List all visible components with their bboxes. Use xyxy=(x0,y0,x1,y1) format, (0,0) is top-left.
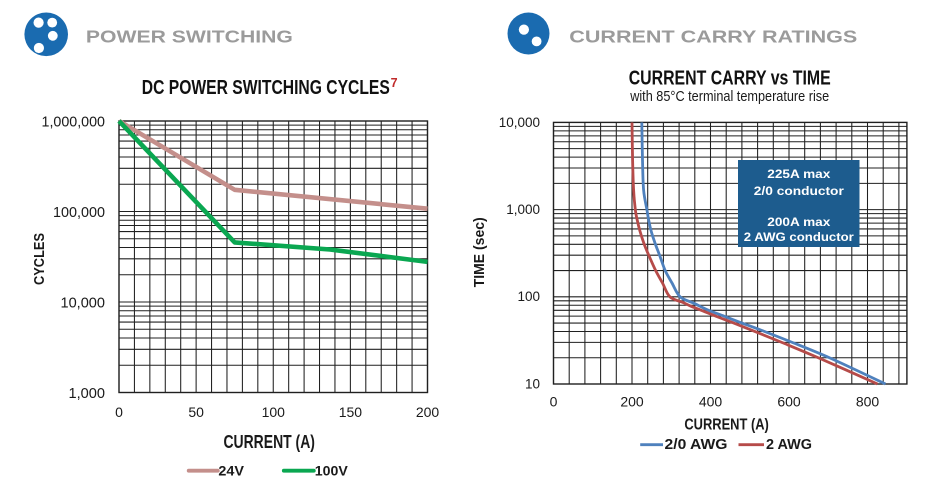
svg-text:0: 0 xyxy=(550,393,558,409)
svg-text:10: 10 xyxy=(525,376,540,391)
svg-text:800: 800 xyxy=(856,393,880,409)
svg-text:2 AWG: 2 AWG xyxy=(766,437,812,453)
svg-text:2/0 AWG: 2/0 AWG xyxy=(665,437,728,453)
svg-text:0: 0 xyxy=(115,404,123,420)
svg-text:2 AWG conductor: 2 AWG conductor xyxy=(744,230,854,244)
svg-text:100: 100 xyxy=(517,289,540,304)
svg-text:CYCLES: CYCLES xyxy=(31,233,48,285)
svg-text:with 85°C terminal temperature: with 85°C terminal temperature rise xyxy=(629,88,829,105)
svg-text:225A max: 225A max xyxy=(767,167,831,181)
svg-text:2/0 conductor: 2/0 conductor xyxy=(754,184,844,198)
svg-text:100: 100 xyxy=(262,404,286,420)
svg-text:1,000: 1,000 xyxy=(506,202,540,217)
svg-text:CURRENT (A): CURRENT (A) xyxy=(684,417,769,434)
svg-text:TIME (sec): TIME (sec) xyxy=(472,217,488,287)
svg-text:50: 50 xyxy=(188,404,204,420)
svg-text:600: 600 xyxy=(777,393,801,409)
svg-text:100V: 100V xyxy=(315,463,349,479)
svg-text:CURRENT CARRY vs TIME: CURRENT CARRY vs TIME xyxy=(629,68,831,90)
svg-text:1,000: 1,000 xyxy=(69,385,106,402)
svg-text:10,000: 10,000 xyxy=(499,115,540,130)
svg-text:10,000: 10,000 xyxy=(61,294,106,311)
svg-text:POWER SWITCHING: POWER SWITCHING xyxy=(86,27,293,47)
svg-text:1,000,000: 1,000,000 xyxy=(42,113,106,130)
svg-text:24V: 24V xyxy=(218,463,244,479)
svg-text:200A max: 200A max xyxy=(767,215,831,229)
svg-text:DC POWER SWITCHING CYCLES: DC POWER SWITCHING CYCLES xyxy=(142,77,390,99)
svg-text:CURRENT (A): CURRENT (A) xyxy=(223,431,315,452)
svg-text:150: 150 xyxy=(339,404,363,420)
svg-text:100,000: 100,000 xyxy=(53,204,105,221)
svg-text:CURRENT CARRY RATINGS: CURRENT CARRY RATINGS xyxy=(569,27,857,47)
svg-text:400: 400 xyxy=(699,393,723,409)
svg-text:200: 200 xyxy=(416,404,440,420)
svg-text:7: 7 xyxy=(391,76,398,90)
svg-text:200: 200 xyxy=(620,393,644,409)
